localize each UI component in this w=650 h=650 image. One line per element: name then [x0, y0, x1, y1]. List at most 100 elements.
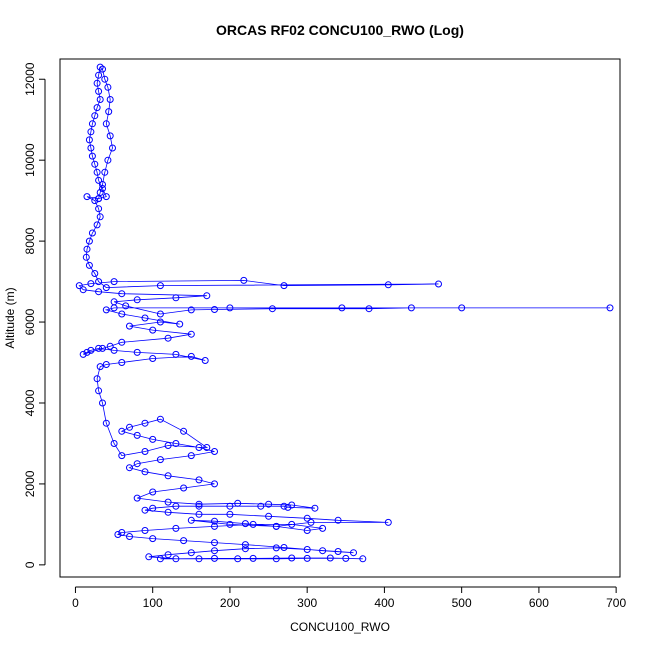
data-point	[156, 456, 164, 464]
x-tick-label: 300	[297, 596, 317, 610]
data-point	[319, 547, 327, 555]
data-point	[87, 346, 95, 354]
data-point	[93, 375, 101, 383]
data-point	[359, 555, 367, 563]
data-point	[133, 296, 141, 304]
data-point	[118, 290, 126, 298]
data-point	[172, 440, 180, 447]
data-point	[265, 512, 273, 520]
data-point	[187, 306, 195, 314]
data-point	[226, 510, 234, 518]
x-tick-label: 700	[606, 596, 626, 610]
data-point	[118, 452, 126, 460]
data-point	[75, 282, 83, 290]
data-point	[93, 221, 101, 229]
data-point	[141, 506, 149, 514]
data-point	[195, 476, 203, 484]
data-point	[187, 516, 195, 524]
data-point	[141, 314, 149, 322]
data-point	[384, 281, 392, 289]
data-point	[87, 144, 95, 152]
data-point	[88, 229, 96, 237]
data-point	[288, 501, 296, 509]
data-point	[176, 320, 184, 328]
data-point	[99, 185, 106, 192]
data-point	[195, 555, 203, 563]
data-point	[249, 554, 257, 562]
data-point	[211, 547, 218, 555]
data-point	[133, 460, 141, 468]
data-point	[126, 464, 133, 472]
data-point	[326, 554, 334, 562]
data-point	[110, 440, 118, 447]
data-point	[85, 136, 93, 144]
data-point	[118, 338, 126, 346]
data-point	[141, 468, 149, 476]
data-point	[334, 548, 342, 555]
data-point	[105, 108, 113, 116]
data-point	[93, 168, 101, 176]
data-point	[338, 304, 346, 312]
data-point	[211, 517, 218, 525]
data-point	[435, 280, 442, 288]
data-point	[164, 442, 172, 449]
data-point	[95, 195, 103, 203]
data-point	[187, 549, 195, 557]
data-point	[172, 524, 180, 532]
data-point	[280, 502, 288, 510]
data-point	[79, 350, 87, 358]
data-point	[307, 518, 315, 526]
data-point	[303, 554, 311, 562]
data-point	[109, 144, 116, 152]
data-point	[96, 363, 104, 371]
data-point	[164, 508, 172, 516]
data-point	[102, 284, 110, 292]
data-point	[201, 357, 209, 364]
x-axis-label: CONCU100_RWO	[290, 620, 390, 634]
data-point	[110, 346, 118, 354]
data-point	[133, 348, 141, 356]
data-point	[203, 292, 211, 300]
data-point	[91, 160, 99, 168]
data-point	[95, 176, 103, 184]
data-point	[319, 524, 327, 532]
data-point	[187, 330, 195, 338]
data-point	[118, 427, 126, 435]
data-point	[280, 282, 288, 290]
data-point	[211, 306, 218, 313]
data-point	[141, 527, 149, 534]
data-point	[303, 527, 311, 534]
data-point	[195, 502, 203, 510]
data-point	[83, 348, 91, 356]
data-point	[172, 502, 180, 510]
data-point	[83, 193, 91, 201]
data-point	[96, 63, 104, 71]
data-point	[99, 65, 106, 73]
data-point	[85, 237, 93, 245]
data-point	[149, 488, 157, 496]
data-point	[180, 537, 188, 545]
data-point	[118, 529, 126, 536]
data-point	[311, 504, 319, 512]
y-tick-label: 4000	[23, 389, 37, 416]
data-point	[85, 261, 93, 269]
data-point	[211, 448, 218, 455]
data-point	[226, 520, 234, 528]
axes-ticks: 0 100 200 300 400 500 600 700 0 2000 4000 6000 8000 1…	[23, 62, 626, 610]
data-point	[272, 522, 280, 530]
data-point	[249, 520, 257, 528]
data-point	[102, 120, 110, 128]
data-point	[122, 302, 130, 310]
data-point	[284, 503, 292, 511]
data-point	[118, 359, 126, 366]
data-point	[172, 350, 180, 358]
data-point	[95, 278, 103, 286]
data-point	[226, 304, 234, 312]
data-point	[164, 472, 172, 480]
data-series	[75, 63, 614, 563]
data-point	[96, 96, 104, 103]
data-point	[257, 502, 265, 510]
x-tick-label: 500	[452, 596, 472, 610]
data-point	[133, 431, 141, 439]
data-point	[303, 546, 311, 553]
